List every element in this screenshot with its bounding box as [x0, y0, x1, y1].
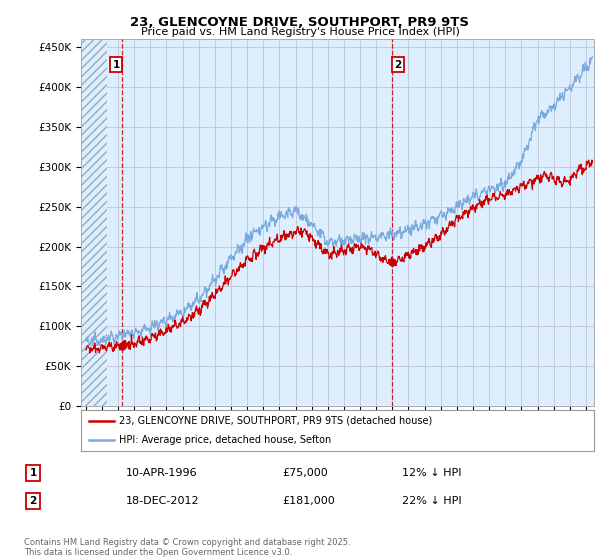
Text: 10-APR-1996: 10-APR-1996: [126, 468, 197, 478]
Text: 18-DEC-2012: 18-DEC-2012: [126, 496, 200, 506]
Text: £75,000: £75,000: [282, 468, 328, 478]
Text: 1: 1: [112, 60, 119, 69]
Text: 2: 2: [395, 60, 402, 69]
Text: 1: 1: [29, 468, 37, 478]
Text: 2: 2: [29, 496, 37, 506]
Text: Contains HM Land Registry data © Crown copyright and database right 2025.
This d: Contains HM Land Registry data © Crown c…: [24, 538, 350, 557]
Text: HPI: Average price, detached house, Sefton: HPI: Average price, detached house, Seft…: [119, 435, 332, 445]
Text: 12% ↓ HPI: 12% ↓ HPI: [402, 468, 461, 478]
Text: 23, GLENCOYNE DRIVE, SOUTHPORT, PR9 9TS (detached house): 23, GLENCOYNE DRIVE, SOUTHPORT, PR9 9TS …: [119, 416, 433, 426]
Text: Price paid vs. HM Land Registry's House Price Index (HPI): Price paid vs. HM Land Registry's House …: [140, 27, 460, 37]
Text: 22% ↓ HPI: 22% ↓ HPI: [402, 496, 461, 506]
Text: £181,000: £181,000: [282, 496, 335, 506]
Text: 23, GLENCOYNE DRIVE, SOUTHPORT, PR9 9TS: 23, GLENCOYNE DRIVE, SOUTHPORT, PR9 9TS: [131, 16, 470, 29]
